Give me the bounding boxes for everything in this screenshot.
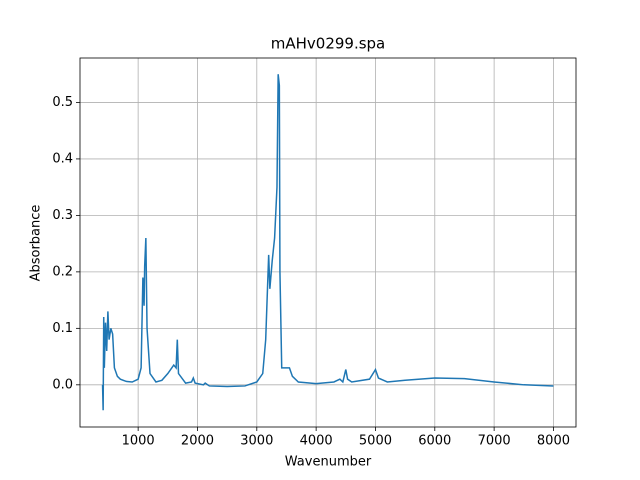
- x-tick-label: 5000: [359, 434, 392, 449]
- x-tick-label: 4000: [300, 434, 333, 449]
- x-tick-label: 7000: [478, 434, 511, 449]
- x-tick-label: 2000: [181, 434, 214, 449]
- y-tick-label: 0.3: [52, 208, 73, 223]
- y-tick-label: 0.5: [52, 95, 73, 110]
- y-tick-label: 0.2: [52, 264, 73, 279]
- chart-title: mAHv0299.spa: [271, 35, 386, 53]
- plot-frame: [79, 57, 577, 428]
- x-tick-label: 8000: [537, 434, 570, 449]
- x-tick-label: 6000: [418, 434, 451, 449]
- x-tick-label: 3000: [240, 434, 273, 449]
- y-tick-label: 0.1: [52, 321, 73, 336]
- data-line: [101, 74, 554, 411]
- y-axis-label: Absorbance: [29, 205, 44, 282]
- y-tick-label: 0.0: [52, 377, 73, 392]
- x-axis-label: Wavenumber: [285, 455, 372, 470]
- y-tick-label: 0.4: [52, 151, 73, 166]
- x-tick-label: 1000: [122, 434, 155, 449]
